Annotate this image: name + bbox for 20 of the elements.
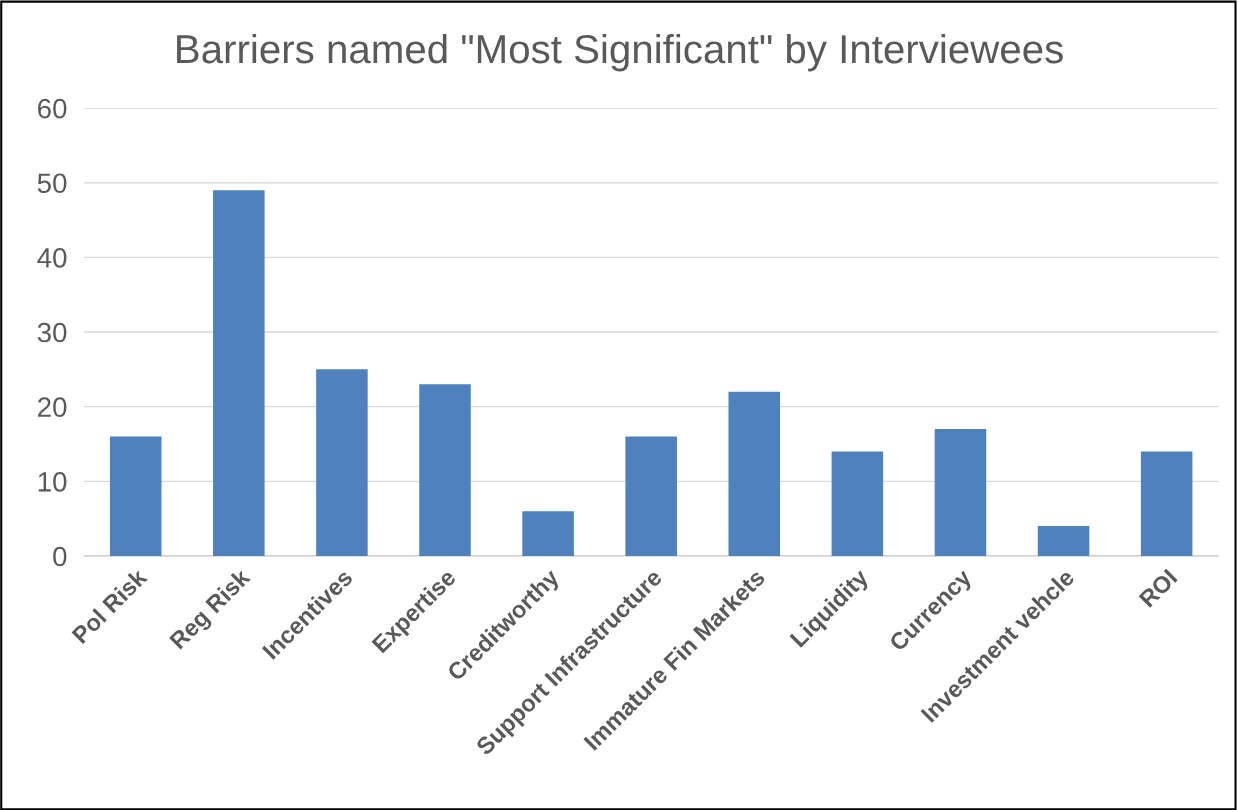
bar [831, 451, 884, 556]
y-tick-label: 10 [38, 472, 67, 492]
y-tick-label: 60 [38, 98, 67, 119]
bar [1037, 526, 1090, 556]
y-tick-label: 30 [37, 322, 67, 343]
bar [728, 391, 781, 556]
bar [419, 384, 471, 556]
y-tick-label: 50 [37, 173, 67, 194]
x-tick-label: ROI [1138, 568, 1178, 608]
bar [625, 436, 677, 556]
bar [522, 511, 574, 556]
chart-title: Barriers named "Most Significant" by Interviewees [177, 33, 1063, 72]
y-tick-label: 20 [38, 397, 67, 418]
bar [109, 436, 162, 556]
y-tick-label: 0 [53, 546, 67, 567]
bar [316, 369, 368, 556]
bar [213, 190, 265, 556]
bar [934, 429, 987, 556]
y-tick-label: 40 [37, 248, 67, 268]
bar [1140, 451, 1193, 556]
